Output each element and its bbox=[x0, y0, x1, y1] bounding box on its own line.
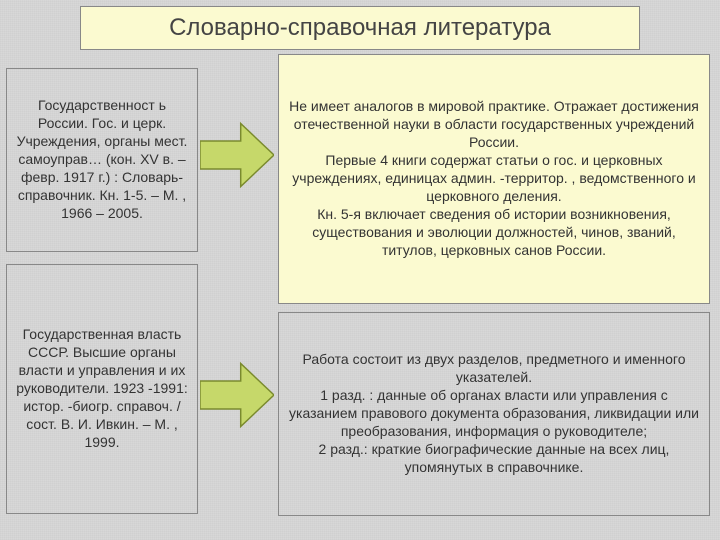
description-box-1-text: Не имеет аналогов в мировой практике. От… bbox=[285, 98, 703, 259]
arrow-shape bbox=[200, 364, 274, 427]
source-box-2: Государственная власть СССР. Высшие орга… bbox=[6, 264, 198, 514]
description-box-1: Не имеет аналогов в мировой практике. От… bbox=[278, 54, 710, 304]
title-box: Словарно-справочная литература bbox=[80, 6, 640, 50]
description-box-2: Работа состоит из двух разделов, предмет… bbox=[278, 312, 710, 516]
description-box-2-text: Работа состоит из двух разделов, предмет… bbox=[285, 351, 703, 476]
source-box-1: Государственност ь России. Гос. и церк. … bbox=[6, 68, 198, 252]
arrow-right-icon bbox=[200, 360, 274, 430]
page-title: Словарно-справочная литература bbox=[169, 14, 551, 42]
source-box-2-text: Государственная власть СССР. Высшие орга… bbox=[13, 326, 191, 451]
arrow-right-icon bbox=[200, 120, 274, 190]
source-box-1-text: Государственност ь России. Гос. и церк. … bbox=[13, 97, 191, 222]
arrow-shape bbox=[200, 124, 274, 187]
